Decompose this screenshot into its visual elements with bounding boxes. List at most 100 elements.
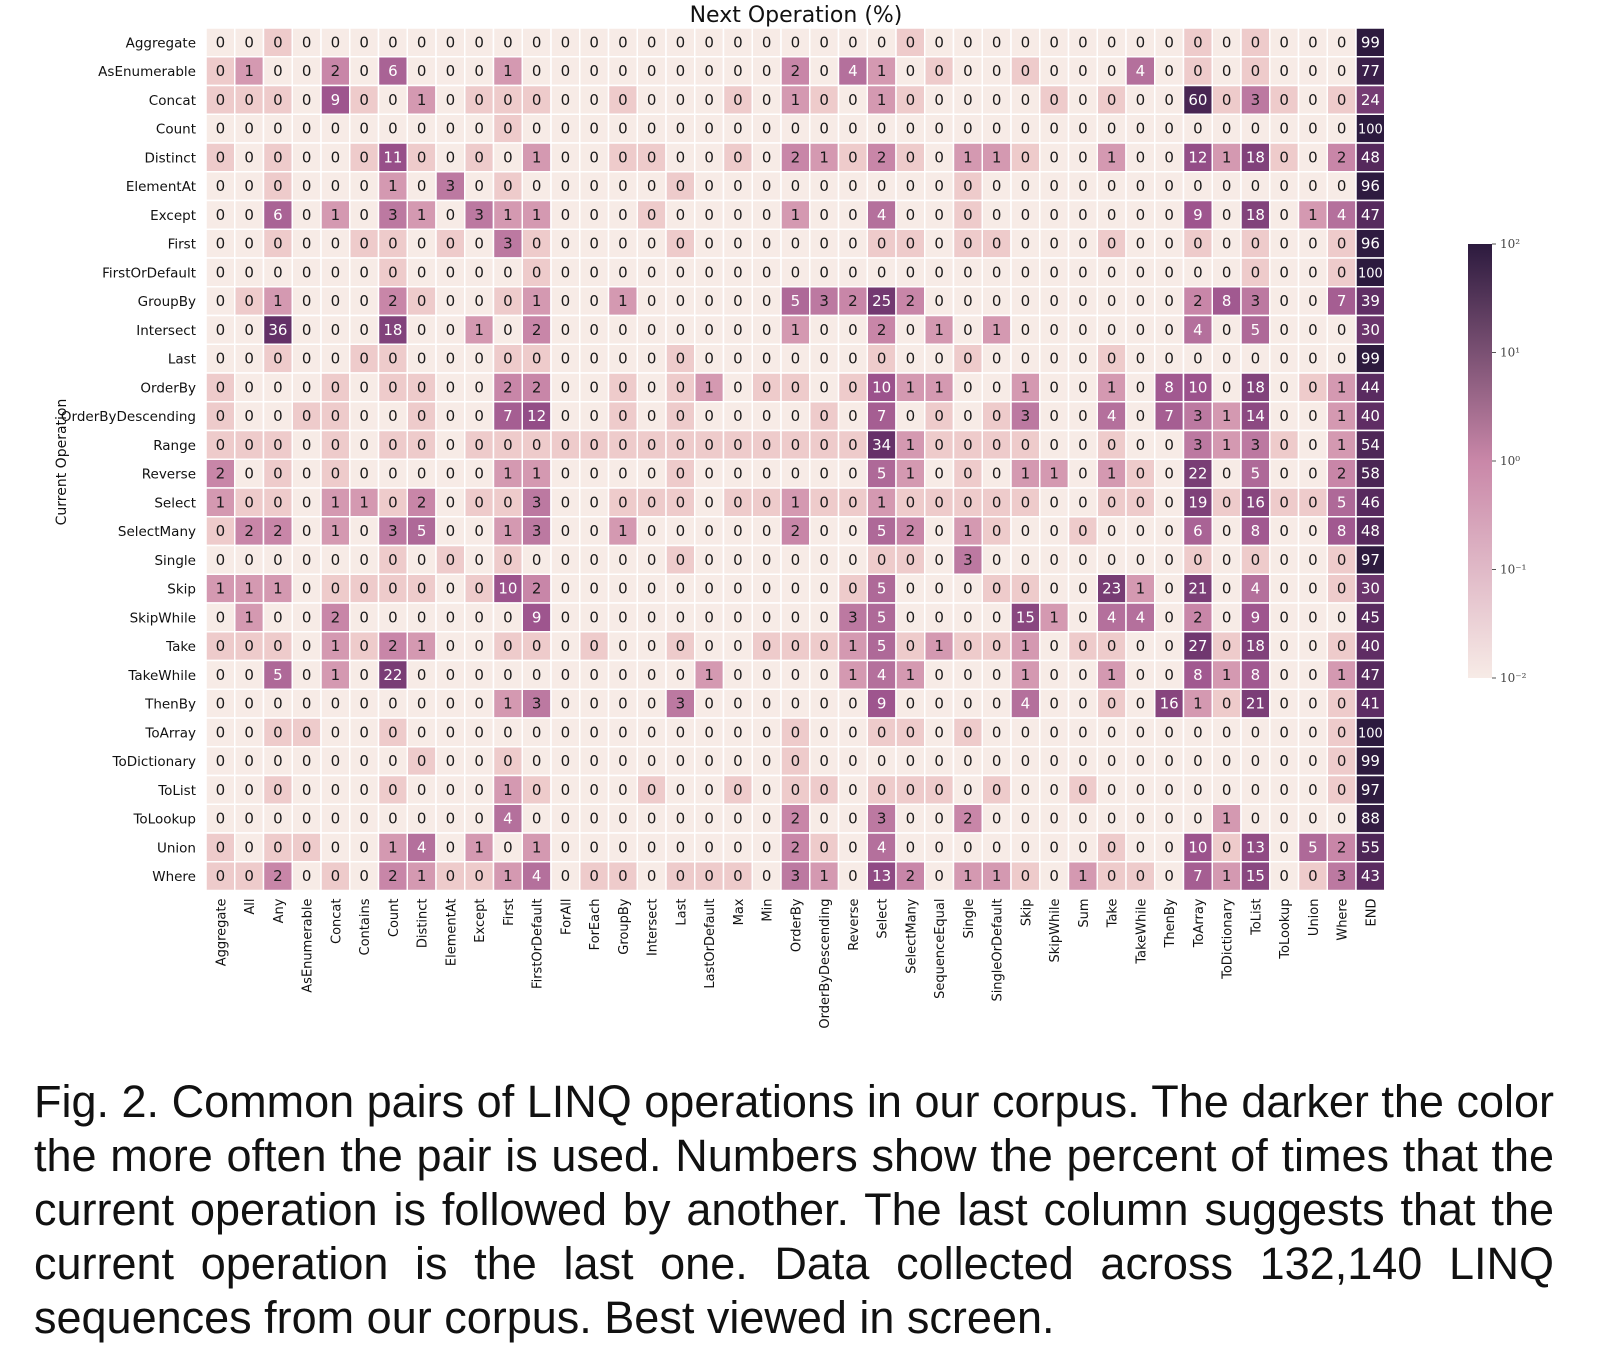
row-label: ElementAt [126,179,196,195]
heatmap-cell-label: 3 [1193,436,1203,454]
heatmap-cell [1096,27,1127,58]
heatmap-cell-label: 1 [474,838,484,856]
heatmap-cell-label: 0 [848,378,858,396]
heatmap-cell-label: 0 [331,723,341,741]
heatmap-cell-label: 1 [1107,666,1117,684]
row-label: Aggregate [126,35,196,51]
heatmap-cell-label: 4 [848,62,858,80]
heatmap-cell-label: 0 [762,235,772,253]
heatmap-cell-label: 0 [618,263,628,281]
heatmap-cell-label: 0 [561,666,571,684]
heatmap-cell [349,142,380,173]
heatmap-cell-label: 0 [1049,838,1059,856]
heatmap-cell-label: 0 [589,263,599,281]
heatmap-cell-label: 0 [647,378,657,396]
heatmap-cell-label: 0 [733,637,743,655]
heatmap-cell [1125,429,1156,460]
heatmap-cell-label: 1 [1107,465,1117,483]
heatmap-cell-label: 2 [532,378,542,396]
column-label: ToDictionary [1221,898,1236,980]
heatmap-cell-label: 0 [446,235,456,253]
heatmap-cell [435,487,466,518]
heatmap-cell-label: 3 [532,695,542,713]
heatmap-cell-label: 4 [877,206,887,224]
heatmap-cell-label: 0 [934,292,944,310]
heatmap-cell-label: 1 [791,206,801,224]
heatmap-cell [1297,199,1328,230]
heatmap-cell-label: 0 [934,695,944,713]
row-label: OrderBy [140,380,196,396]
heatmap-cell-label: 16 [1246,493,1265,511]
col-labels: Aggregate All Any AsEnumerable Concat Contain… [214,898,1379,1028]
heatmap-cell [1240,429,1271,460]
heatmap-cell-label: 0 [561,33,571,51]
heatmap-cell-label: 0 [992,378,1002,396]
heatmap-cell [406,429,437,460]
heatmap-cell-label: 0 [331,551,341,569]
row-label: First [168,237,196,253]
heatmap-cell-label: 0 [561,580,571,598]
heatmap-cell-label: 99 [1361,33,1380,51]
heatmap-cell-label: 0 [906,321,916,339]
heatmap-cell-label: 0 [331,378,341,396]
heatmap-cell-label: 0 [647,723,657,741]
heatmap-cell [492,27,523,58]
heatmap-cell [464,113,495,144]
heatmap-cell [665,257,696,288]
heatmap-cell [1154,84,1185,115]
heatmap-cell [780,372,811,403]
heatmap-cell-label: 0 [791,436,801,454]
heatmap-cell-label: 0 [762,493,772,511]
heatmap-cell-label: 1 [934,378,944,396]
heatmap-cell-label: 1 [1136,580,1146,598]
row-label: ToDictionary [112,754,196,770]
heatmap-cell-label: 0 [618,350,628,368]
heatmap-cell [1211,171,1242,202]
heatmap-cell-label: 0 [676,867,686,885]
heatmap-cell-label: 0 [589,235,599,253]
heatmap-cell-label: 0 [906,263,916,281]
heatmap-cell-label: 0 [762,551,772,569]
heatmap-cell-label: 0 [446,91,456,109]
heatmap-cell-label: 0 [676,378,686,396]
heatmap-cell [377,56,408,87]
heatmap-cell [550,113,581,144]
heatmap-cell [1297,56,1328,87]
heatmap-cell-label: 0 [676,33,686,51]
heatmap-cell-label: 0 [244,321,254,339]
heatmap-cell-label: 0 [1136,695,1146,713]
heatmap-cell-label: 18 [1246,637,1265,655]
heatmap-cell-label: 0 [1107,493,1117,511]
heatmap-cell-label: 0 [647,493,657,511]
heatmap-cell-label: 0 [1193,752,1203,770]
heatmap-cell-label: 0 [331,465,341,483]
heatmap-cell [492,228,523,259]
heatmap-cell-label: 1 [417,867,427,885]
heatmap-cell-label: 0 [589,493,599,511]
heatmap-cell-label: 1 [1222,810,1232,828]
heatmap-cell-label: 0 [1021,62,1031,80]
heatmap-cell-label: 0 [503,637,513,655]
heatmap-cell-label: 1 [934,637,944,655]
heatmap-cell-label: 10 [1188,378,1207,396]
heatmap-cell [464,372,495,403]
heatmap-cell-label: 0 [446,493,456,511]
heatmap-cell-label: 0 [561,695,571,713]
heatmap-cell-label: 0 [906,551,916,569]
heatmap-cell-label: 0 [1337,752,1347,770]
heatmap-cell-label: 2 [1337,148,1347,166]
heatmap-cell-label: 0 [791,407,801,425]
heatmap-cell [1240,516,1271,547]
heatmap-cell-label: 0 [1107,350,1117,368]
heatmap-cell [320,228,351,259]
heatmap-cell-label: 0 [244,695,254,713]
heatmap-cell-label: 0 [1222,695,1232,713]
heatmap-cell-label: 0 [934,177,944,195]
heatmap-cell-label: 0 [963,436,973,454]
heatmap-cell-label: 1 [963,522,973,540]
heatmap-cell-label: 46 [1361,493,1380,511]
heatmap-cell-label: 0 [302,666,312,684]
heatmap-cell-label: 0 [273,407,283,425]
heatmap-cell [895,372,926,403]
column-label: ForEach [588,899,603,951]
